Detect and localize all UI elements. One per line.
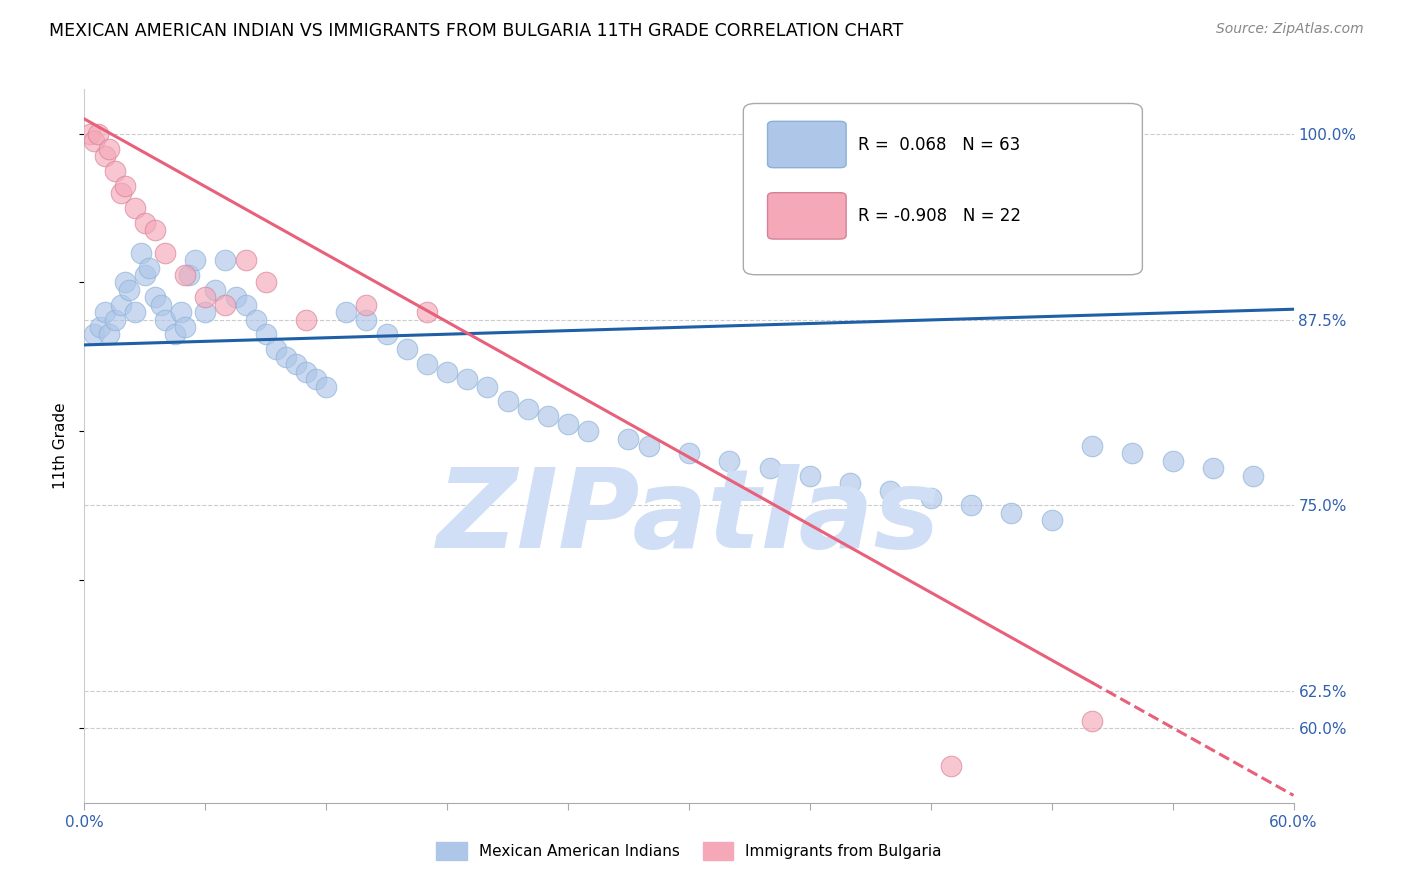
Point <box>1241 468 1264 483</box>
Point <box>184 253 207 268</box>
Point <box>799 468 821 483</box>
Point <box>97 327 120 342</box>
Point <box>436 365 458 379</box>
Point <box>375 327 398 342</box>
Point <box>104 164 127 178</box>
Point <box>1121 446 1143 460</box>
Point <box>235 253 257 268</box>
Point <box>104 312 127 326</box>
Y-axis label: 11th Grade: 11th Grade <box>53 402 69 490</box>
Point <box>214 298 236 312</box>
FancyBboxPatch shape <box>768 193 846 239</box>
Point <box>225 290 247 304</box>
Point <box>83 327 105 342</box>
Point <box>79 127 101 141</box>
Point <box>315 379 337 393</box>
Point <box>174 268 197 282</box>
Point <box>305 372 328 386</box>
Point <box>1161 454 1184 468</box>
Point <box>138 260 160 275</box>
Point <box>110 186 132 201</box>
Point <box>87 127 110 141</box>
Point <box>124 201 146 215</box>
Point <box>920 491 942 505</box>
Point <box>179 268 201 282</box>
Text: ZIPatlas: ZIPatlas <box>437 464 941 571</box>
Point <box>416 305 439 319</box>
Point <box>395 343 418 357</box>
FancyBboxPatch shape <box>744 103 1143 275</box>
Point <box>295 312 318 326</box>
Point <box>114 276 136 290</box>
Point <box>153 245 176 260</box>
Point <box>356 298 378 312</box>
Point <box>477 379 499 393</box>
Point <box>617 432 640 446</box>
Point <box>879 483 901 498</box>
Point <box>335 305 357 319</box>
Point <box>214 253 236 268</box>
Point <box>83 134 105 148</box>
Point <box>1081 439 1104 453</box>
Point <box>110 298 132 312</box>
Point <box>516 401 538 416</box>
FancyBboxPatch shape <box>768 121 846 168</box>
Point <box>134 268 156 282</box>
Point <box>170 305 193 319</box>
Point <box>254 327 277 342</box>
Point <box>416 357 439 371</box>
Point <box>118 283 141 297</box>
Point <box>576 424 599 438</box>
Point <box>97 142 120 156</box>
Point <box>194 290 217 304</box>
Point <box>274 350 297 364</box>
Point <box>235 298 257 312</box>
Point <box>264 343 287 357</box>
Point <box>678 446 700 460</box>
Point <box>143 290 166 304</box>
Point <box>129 245 152 260</box>
Point <box>537 409 560 424</box>
Point <box>93 149 115 163</box>
Point <box>496 394 519 409</box>
Point <box>254 276 277 290</box>
Point <box>285 357 308 371</box>
Point <box>134 216 156 230</box>
Point <box>1040 513 1063 527</box>
Point <box>1000 506 1022 520</box>
Point <box>356 312 378 326</box>
Point <box>114 178 136 193</box>
Point <box>143 223 166 237</box>
Text: Source: ZipAtlas.com: Source: ZipAtlas.com <box>1216 22 1364 37</box>
Point <box>456 372 478 386</box>
Point <box>124 305 146 319</box>
Point <box>637 439 659 453</box>
Point <box>194 305 217 319</box>
Point <box>245 312 267 326</box>
Point <box>1202 461 1225 475</box>
Text: R =  0.068   N = 63: R = 0.068 N = 63 <box>858 136 1021 153</box>
Point <box>165 327 187 342</box>
Text: MEXICAN AMERICAN INDIAN VS IMMIGRANTS FROM BULGARIA 11TH GRADE CORRELATION CHART: MEXICAN AMERICAN INDIAN VS IMMIGRANTS FR… <box>49 22 904 40</box>
Point <box>960 499 983 513</box>
Legend: Mexican American Indians, Immigrants from Bulgaria: Mexican American Indians, Immigrants fro… <box>430 836 948 866</box>
Point <box>153 312 176 326</box>
Point <box>149 298 172 312</box>
Point <box>93 305 115 319</box>
Point <box>1081 714 1104 728</box>
Point <box>939 758 962 772</box>
Point <box>174 320 197 334</box>
Point <box>295 365 318 379</box>
Point <box>839 476 862 491</box>
Point <box>557 417 579 431</box>
Point <box>89 320 111 334</box>
Point <box>204 283 226 297</box>
Point <box>758 461 780 475</box>
Text: R = -0.908   N = 22: R = -0.908 N = 22 <box>858 207 1021 225</box>
Point <box>718 454 741 468</box>
